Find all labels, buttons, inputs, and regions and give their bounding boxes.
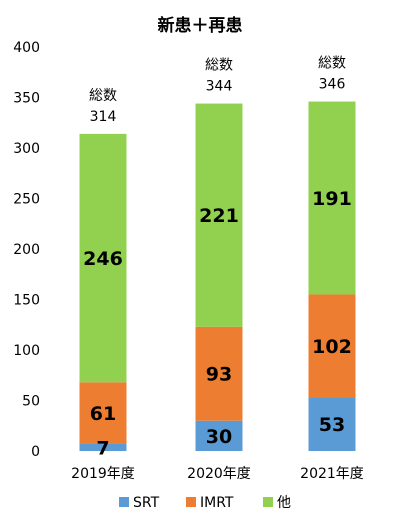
data-labels: 7 61 246 総数 314 30 93 221 総数 344 53 102 191 総数 346 bbox=[83, 56, 352, 460]
data-label: 191 bbox=[312, 188, 352, 210]
legend-label: IMRT bbox=[200, 495, 234, 511]
total-value: 346 bbox=[319, 77, 346, 93]
total-label: 総数 bbox=[205, 58, 233, 74]
data-label: 61 bbox=[90, 403, 116, 425]
y-tick-label: 0 bbox=[31, 444, 40, 460]
legend-swatch-他 bbox=[263, 497, 273, 507]
y-tick-label: 400 bbox=[13, 40, 40, 56]
bar-segment-srt bbox=[195, 420, 243, 451]
total-label: 総数 bbox=[89, 88, 117, 104]
y-tick-label: 250 bbox=[13, 192, 40, 208]
bar-segment-他 bbox=[79, 133, 127, 383]
data-label: 221 bbox=[199, 205, 239, 227]
legend-label: 他 bbox=[277, 495, 291, 511]
total-label: 総数 bbox=[318, 56, 346, 72]
legend-swatch-srt bbox=[119, 497, 129, 507]
chart-title: 新患＋再患 bbox=[158, 15, 243, 36]
data-label: 246 bbox=[83, 248, 123, 270]
data-label: 53 bbox=[319, 414, 345, 436]
bar-segment-imrt bbox=[308, 294, 356, 398]
bar-segment-imrt bbox=[195, 326, 243, 421]
bar-segment-他 bbox=[195, 103, 243, 327]
bars bbox=[79, 101, 356, 451]
x-tick-label: 2019年度 bbox=[71, 466, 135, 482]
legend-label: SRT bbox=[133, 495, 160, 511]
legend-swatch-imrt bbox=[186, 497, 196, 507]
data-label: 30 bbox=[206, 426, 232, 448]
bar-segment-srt bbox=[79, 443, 127, 451]
data-label: 7 bbox=[96, 437, 109, 459]
y-axis: 0 50 100 150 200 250 300 350 400 bbox=[13, 40, 40, 460]
total-value: 314 bbox=[90, 109, 117, 125]
x-axis-labels: 2019年度 2020年度 2021年度 bbox=[71, 466, 364, 482]
x-tick-label: 2020年度 bbox=[187, 466, 251, 482]
y-tick-label: 100 bbox=[13, 343, 40, 359]
y-tick-label: 200 bbox=[13, 242, 40, 258]
data-label: 93 bbox=[206, 364, 232, 386]
y-tick-label: 350 bbox=[13, 91, 40, 107]
total-value: 344 bbox=[206, 79, 233, 95]
x-tick-label: 2021年度 bbox=[300, 466, 364, 482]
data-label: 102 bbox=[312, 336, 352, 358]
legend: SRT IMRT 他 bbox=[119, 495, 291, 511]
y-tick-label: 50 bbox=[22, 394, 40, 410]
y-tick-label: 300 bbox=[13, 141, 40, 157]
y-tick-label: 150 bbox=[13, 293, 40, 309]
bar-segment-他 bbox=[308, 101, 356, 295]
bar-segment-imrt bbox=[79, 382, 127, 444]
bar-segment-srt bbox=[308, 397, 356, 451]
